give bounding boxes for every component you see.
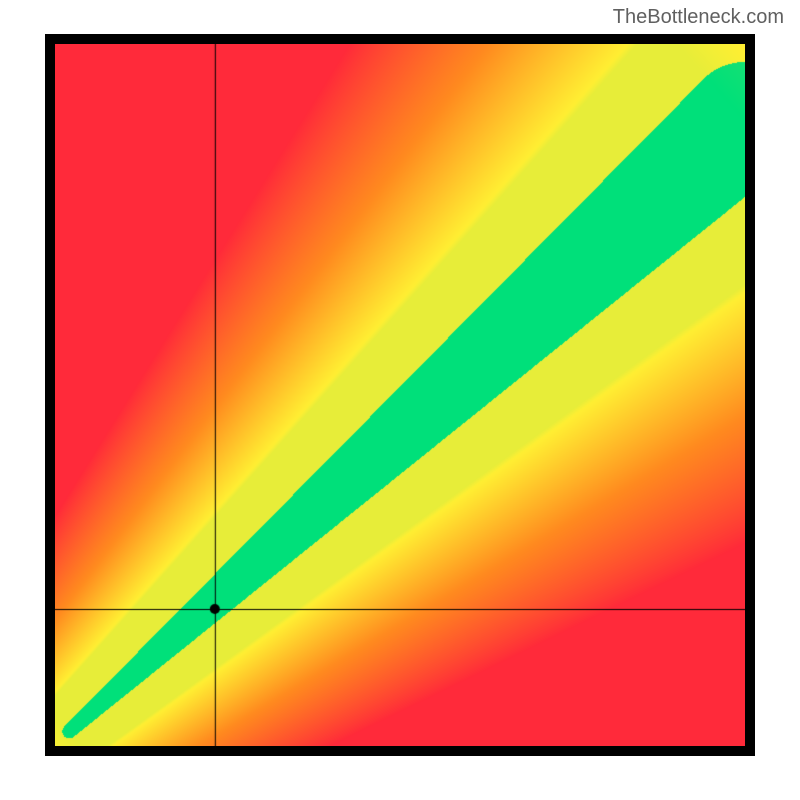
bottleneck-heatmap xyxy=(55,44,745,746)
attribution-text: TheBottleneck.com xyxy=(613,6,784,29)
plot-frame xyxy=(45,34,755,756)
chart-container: TheBottleneck.com xyxy=(0,0,800,800)
